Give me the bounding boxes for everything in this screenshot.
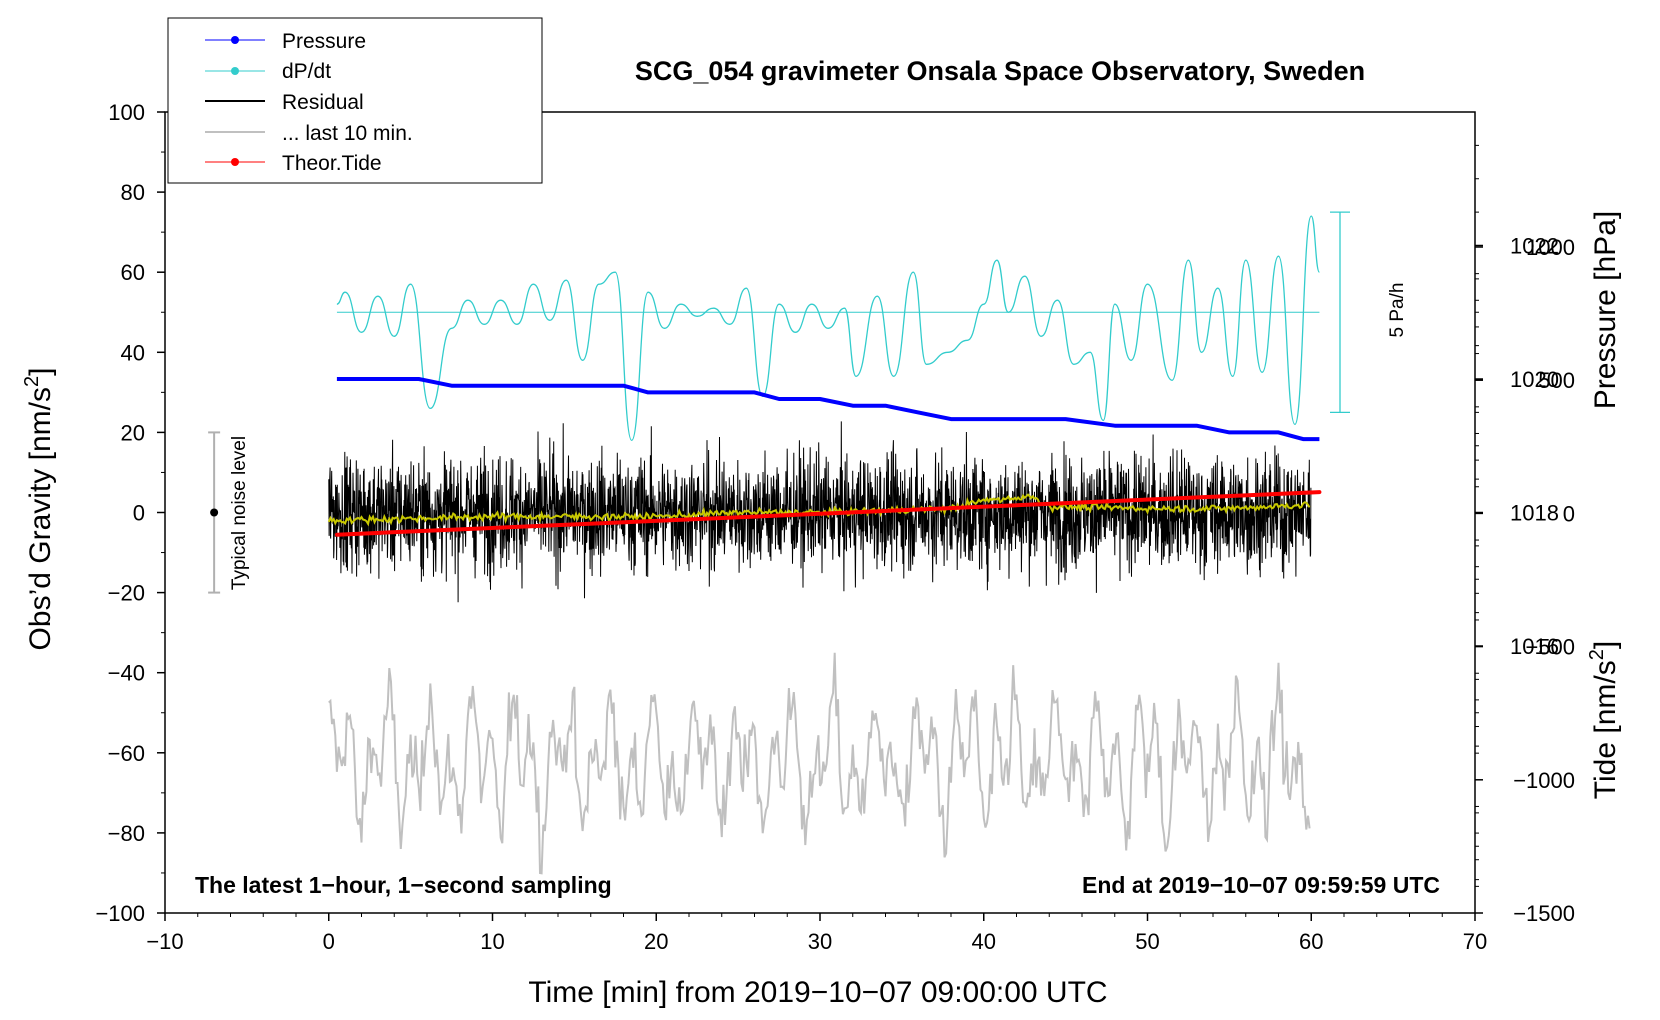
annotation-right: End at 2019−10−07 09:59:59 UTC — [1082, 872, 1440, 898]
tide-tick-label: 0 — [1563, 501, 1575, 526]
legend-item-tide: Theor.Tide — [205, 152, 382, 175]
legend-item-last10: ... last 10 min. — [205, 122, 413, 145]
pressure-tick-label: 1018 — [1510, 501, 1559, 526]
y-tick-label: 20 — [121, 420, 145, 445]
x-tick-label: 30 — [808, 929, 832, 954]
tide-label-end: ] — [1589, 641, 1622, 649]
tide-tick-label: 1000 — [1526, 235, 1575, 260]
tide-tick-label: −1000 — [1513, 768, 1575, 793]
tide-label-sup: 2 — [1586, 649, 1608, 660]
x-axis-label: Time [min] from 2019−10−07 09:00:00 UTC — [528, 976, 1107, 1009]
y-tick-label: 60 — [121, 260, 145, 285]
y-tick-label: −20 — [108, 581, 145, 606]
y-tick-label: 100 — [108, 100, 145, 125]
chart-title: SCG_054 gravimeter Onsala Space Observat… — [635, 56, 1365, 86]
legend-item-dpdt: dP/dt — [205, 60, 331, 83]
legend-marker-dpdt — [231, 67, 239, 75]
series-dpdt — [336, 215, 1321, 442]
y-axis-label-sup: 2 — [21, 376, 43, 387]
y-tick-label: −100 — [95, 901, 145, 926]
y-tick-label: 40 — [121, 340, 145, 365]
legend-label-dpdt: dP/dt — [282, 60, 331, 83]
y-axis-label-tide: Tide [nm/s2] — [1586, 641, 1622, 799]
y-tick-label: −60 — [108, 741, 145, 766]
y-tick-label: 0 — [133, 501, 145, 526]
series-layer — [208, 211, 1350, 875]
x-tick-label: −10 — [146, 929, 183, 954]
legend-marker-tide — [231, 158, 239, 166]
tide-tick-label: −1500 — [1513, 901, 1575, 926]
y-axis-label-text: Obs’d Gravity [nm/s — [24, 387, 57, 650]
legend-item-residual: Residual — [205, 91, 364, 114]
tide-tick-label: −500 — [1525, 635, 1575, 660]
legend: Pressure dP/dt Residual ... last 10 min.… — [167, 17, 543, 184]
legend-label-pressure: Pressure — [282, 30, 366, 53]
series-theor-tide — [334, 490, 1322, 537]
legend-item-pressure: Pressure — [205, 30, 366, 53]
dpdt-scale-label: 5 Pa/h — [1387, 283, 1408, 338]
y-tick-label: −80 — [108, 821, 145, 846]
y-axis-label-gravity: Obs’d Gravity [nm/s2] — [21, 368, 57, 651]
tide-label-text: Tide [nm/s — [1589, 660, 1622, 799]
x-tick-label: 20 — [644, 929, 668, 954]
y-axis-label-pressure: Pressure [hPa] — [1589, 211, 1622, 409]
y-tick-label: 80 — [121, 180, 145, 205]
x-tick-label: 60 — [1299, 929, 1323, 954]
noise-level-label: Typical noise level — [229, 436, 250, 590]
annotation-left: The latest 1−hour, 1−second sampling — [195, 872, 612, 898]
axes-layer: −10 0 10 20 30 40 50 60 70−100−80−60−40−20020406… — [95, 100, 1575, 954]
pressure-tick-label: 1016 — [1510, 634, 1559, 659]
pressure-tick-label: 1020 — [1510, 367, 1559, 392]
legend-label-tide: Theor.Tide — [282, 152, 382, 175]
y-axis-label-end: ] — [24, 368, 57, 376]
noise-bar-center — [210, 508, 219, 517]
series-pressure — [336, 377, 1320, 442]
legend-marker-pressure — [231, 36, 239, 44]
x-tick-label: 10 — [480, 929, 504, 954]
x-tick-label: 40 — [972, 929, 996, 954]
x-tick-label: 50 — [1135, 929, 1159, 954]
pressure-tick-label: 1022 — [1510, 234, 1559, 259]
x-tick-label: 0 — [323, 929, 335, 954]
legend-label-residual: Residual — [282, 91, 364, 114]
x-tick-label: 70 — [1463, 929, 1487, 954]
series-last-10-min — [328, 652, 1311, 875]
tide-tick-label: 500 — [1538, 368, 1575, 393]
legend-label-last10: ... last 10 min. — [282, 122, 413, 145]
y-tick-label: −40 — [108, 661, 145, 686]
